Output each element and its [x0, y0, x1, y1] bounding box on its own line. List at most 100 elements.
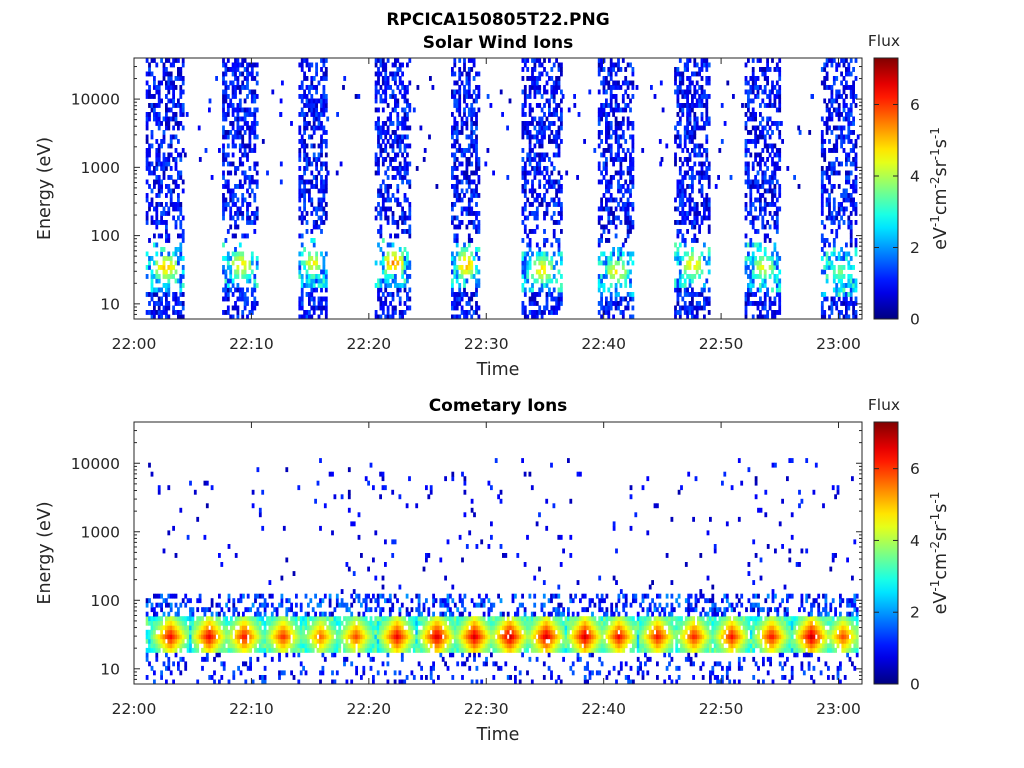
- heatmap-cell: [220, 620, 224, 626]
- heatmap-cell: [458, 76, 462, 81]
- heatmap-cell: [263, 675, 267, 680]
- heatmap-cell: [756, 247, 760, 252]
- heatmap-cell: [849, 94, 853, 99]
- heatmap-cell: [403, 170, 407, 176]
- heatmap-cell: [840, 161, 843, 167]
- heatmap-cell: [324, 130, 328, 135]
- heatmap-cell: [403, 85, 407, 90]
- heatmap-cell: [167, 116, 171, 122]
- heatmap-cell: [754, 242, 757, 248]
- heatmap-cell: [754, 157, 757, 162]
- heatmap-cell: [241, 161, 245, 167]
- heatmap-cell: [751, 314, 755, 319]
- heatmap-cell: [773, 188, 777, 194]
- heatmap-cell: [305, 310, 309, 315]
- heatmap-cell: [761, 224, 765, 230]
- heatmap-cell: [403, 197, 407, 203]
- heatmap-cell: [847, 130, 851, 135]
- heatmap-cell: [234, 89, 237, 95]
- heatmap-cell: [747, 94, 750, 99]
- heatmap-cell: [609, 152, 613, 158]
- heatmap-cell: [181, 616, 185, 622]
- heatmap-cell: [181, 256, 185, 261]
- heatmap-cell: [236, 116, 240, 122]
- heatmap-cell: [155, 152, 159, 158]
- heatmap-cell: [472, 188, 476, 194]
- heatmap-cell: [300, 251, 304, 257]
- heatmap-cell: [555, 143, 558, 149]
- heatmap-cell: [602, 193, 606, 198]
- heatmap-cell: [181, 643, 185, 649]
- heatmap-cell: [394, 58, 397, 63]
- heatmap-cell: [523, 179, 527, 185]
- heatmap-cell: [222, 112, 225, 117]
- heatmap-cell: [749, 76, 753, 81]
- heatmap-cell: [463, 269, 466, 275]
- heatmap-cell: [465, 116, 469, 122]
- heatmap-cell: [181, 188, 185, 194]
- heatmap-cell: [852, 287, 855, 293]
- heatmap-cell: [467, 143, 471, 149]
- heatmap-cell: [484, 161, 488, 167]
- heatmap-cell: [226, 251, 230, 257]
- heatmap-cell: [305, 260, 309, 266]
- heatmap-cell: [153, 638, 156, 644]
- heatmap-cell: [455, 301, 459, 306]
- heatmap-cell: [845, 67, 848, 72]
- heatmap-cell: [160, 296, 163, 302]
- heatmap-cell: [707, 310, 711, 315]
- heatmap-cell: [619, 220, 623, 225]
- heatmap-cell: [470, 206, 474, 212]
- heatmap-cell: [555, 134, 558, 140]
- heatmap-cell: [840, 202, 843, 207]
- heatmap-cell: [531, 107, 534, 113]
- heatmap-cell: [320, 67, 323, 72]
- heatmap-cell: [629, 188, 632, 194]
- heatmap-cell: [381, 89, 385, 95]
- heatmap-cell: [854, 58, 858, 63]
- heatmap-cell: [617, 251, 620, 257]
- heatmap-cell: [231, 89, 235, 95]
- heatmap-cell: [145, 71, 149, 77]
- heatmap-cell: [165, 652, 168, 658]
- heatmap-cell: [165, 620, 168, 626]
- heatmap-cell: [394, 107, 397, 113]
- heatmap-cell: [226, 278, 230, 284]
- heatmap-cell: [602, 161, 606, 167]
- heatmap-cell: [849, 274, 853, 279]
- heatmap-cell: [545, 301, 549, 306]
- heatmap-cell: [458, 71, 462, 77]
- heatmap-cell: [609, 76, 613, 81]
- heatmap-cell: [196, 647, 200, 653]
- x-tick-label: 22:30: [464, 335, 509, 353]
- heatmap-cell: [391, 211, 395, 216]
- heatmap-cell: [621, 107, 625, 113]
- heatmap-cell: [678, 260, 682, 266]
- heatmap-cell: [775, 67, 779, 72]
- heatmap-cell: [612, 62, 615, 68]
- heatmap-cell: [659, 80, 663, 86]
- heatmap-cell: [832, 301, 836, 306]
- heatmap-cell: [797, 125, 801, 131]
- heatmap-cell: [683, 220, 687, 225]
- heatmap-cell: [526, 278, 530, 284]
- heatmap-cell: [238, 107, 242, 113]
- heatmap-cell: [261, 638, 265, 644]
- heatmap-cell: [756, 242, 760, 248]
- heatmap-cell: [614, 103, 618, 108]
- heatmap-cell: [435, 184, 439, 189]
- heatmap-cell: [310, 278, 314, 284]
- heatmap-cell: [538, 161, 542, 167]
- heatmap-cell: [555, 103, 558, 108]
- heatmap-cell: [550, 197, 554, 203]
- heatmap-cell: [523, 274, 527, 279]
- heatmap-cell: [246, 80, 249, 86]
- heatmap-cell: [552, 287, 556, 293]
- heatmap-cell: [747, 80, 750, 86]
- heatmap-cell: [145, 265, 149, 270]
- heatmap-cell: [169, 76, 173, 81]
- heatmap-cell: [401, 283, 404, 288]
- heatmap-cell: [460, 296, 464, 302]
- heatmap-cell: [521, 157, 525, 162]
- heatmap-cell: [602, 251, 606, 257]
